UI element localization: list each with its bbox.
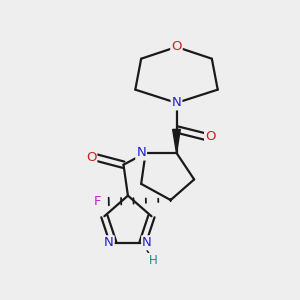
Text: N: N	[172, 96, 182, 110]
Text: N: N	[136, 146, 146, 159]
Text: F: F	[94, 195, 101, 208]
Text: N: N	[104, 236, 114, 249]
Text: O: O	[205, 130, 216, 143]
Text: N: N	[142, 236, 152, 249]
Polygon shape	[173, 129, 180, 153]
Text: O: O	[86, 151, 96, 164]
Text: O: O	[171, 40, 182, 53]
Text: H: H	[148, 254, 157, 267]
